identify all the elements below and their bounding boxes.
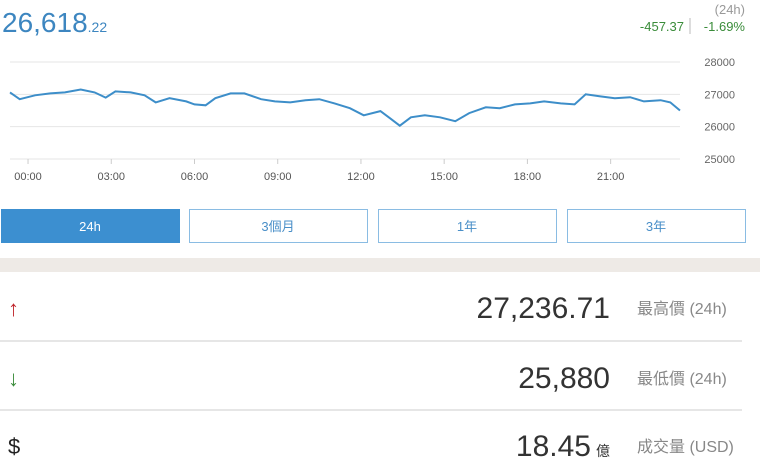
change: -457.37	[640, 19, 684, 34]
y-tick-label: 28000	[704, 57, 735, 69]
change-percent: -1.69%	[704, 19, 746, 34]
range-button-label[interactable]: 3年	[646, 219, 666, 234]
range-button[interactable]	[189, 209, 368, 243]
stat-icon: ↓	[8, 366, 19, 391]
stat-label: 最低價 (24h)	[637, 370, 727, 388]
y-tick-label: 27000	[704, 89, 735, 101]
range-button[interactable]	[1, 209, 180, 243]
x-tick-label: 18:00	[514, 171, 542, 183]
x-tick-label: 12:00	[347, 171, 375, 183]
x-tick-label: 03:00	[97, 171, 125, 183]
range-button-label[interactable]: 1年	[457, 219, 477, 234]
x-tick-label: 15:00	[430, 171, 458, 183]
price-main: 26,618	[2, 7, 88, 38]
price-decimals: .22	[88, 19, 108, 35]
stat-value: 18.45	[516, 430, 591, 463]
range-button[interactable]	[378, 209, 557, 243]
stat-unit: 億	[596, 443, 610, 459]
y-tick-label: 25000	[704, 154, 735, 166]
stat-value: 27,236.71	[477, 292, 610, 325]
stat-value: 25,880	[518, 362, 610, 395]
x-tick-label: 00:00	[14, 171, 42, 183]
stat-label: 最高價 (24h)	[637, 300, 727, 318]
x-tick-label: 21:00	[597, 171, 625, 183]
x-tick-label: 09:00	[264, 171, 292, 183]
range-button[interactable]	[567, 209, 746, 243]
y-tick-label: 26000	[704, 122, 735, 134]
x-tick-label: 06:00	[181, 171, 209, 183]
stat-icon: ↑	[8, 296, 19, 321]
price: 26,618.22	[2, 7, 107, 38]
range-button-label[interactable]: 24h	[79, 219, 101, 234]
divider-band	[0, 258, 760, 272]
period: (24h)	[715, 2, 745, 17]
stat-icon: $	[8, 434, 20, 459]
price-line	[9, 88, 681, 127]
range-button-label[interactable]: 3個月	[261, 219, 294, 234]
stat-label: 成交量 (USD)	[637, 438, 734, 456]
